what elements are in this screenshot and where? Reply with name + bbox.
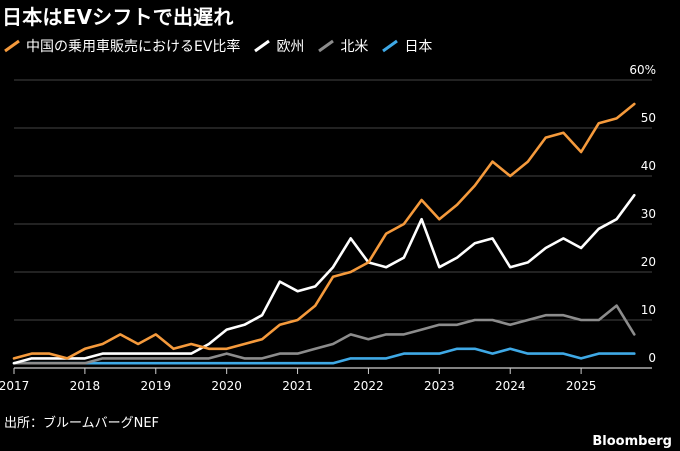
series-line-china [12, 102, 636, 360]
series-line-europe [12, 193, 636, 365]
chart-title: 日本はEVシフトで出遅れ [2, 5, 234, 29]
source-note: 出所：ブルームバーグNEF [4, 416, 160, 431]
y-tick-label: 50 [641, 111, 656, 125]
legend-swatch-north-america [318, 39, 335, 53]
legend-label-japan: 日本 [404, 39, 433, 55]
brand-logo-text: Bloomberg [592, 434, 672, 449]
x-tick-label: 2018 [70, 379, 101, 393]
y-tick-label: 20 [641, 255, 656, 269]
x-tick-label: 2019 [141, 379, 172, 393]
x-tick-label: 2024 [495, 379, 526, 393]
y-tick-label: 0 [648, 351, 656, 365]
legend-swatch-japan [382, 39, 399, 53]
x-tick-label: 2020 [211, 379, 242, 393]
x-tick-label: 2023 [424, 379, 455, 393]
y-tick-label: 10 [641, 303, 656, 317]
x-tick-label: 2021 [282, 379, 313, 393]
y-tick-label: 60% [629, 63, 656, 77]
x-tick-label: 2022 [353, 379, 384, 393]
legend: 中国の乗用車販売におけるEV比率 欧州 北米 日本 [4, 36, 432, 56]
legend-item-china: 中国の乗用車販売におけるEV比率 [4, 36, 240, 56]
legend-item-europe: 欧州 [254, 36, 304, 56]
legend-label-europe: 欧州 [276, 39, 305, 55]
y-tick-label: 30 [641, 207, 656, 221]
legend-label-china: 中国の乗用車販売におけるEV比率 [26, 39, 241, 55]
legend-item-north-america: 北米 [318, 36, 368, 56]
series-line-north-america [12, 304, 636, 365]
legend-label-north-america: 北米 [340, 39, 369, 55]
y-tick-label: 40 [641, 159, 656, 173]
legend-swatch-europe [254, 39, 271, 53]
series-line-japan [12, 347, 636, 365]
x-tick-label: 2025 [566, 379, 597, 393]
x-tick-label: 2017 [0, 379, 29, 393]
legend-item-japan: 日本 [382, 36, 432, 56]
legend-swatch-china [4, 39, 20, 53]
